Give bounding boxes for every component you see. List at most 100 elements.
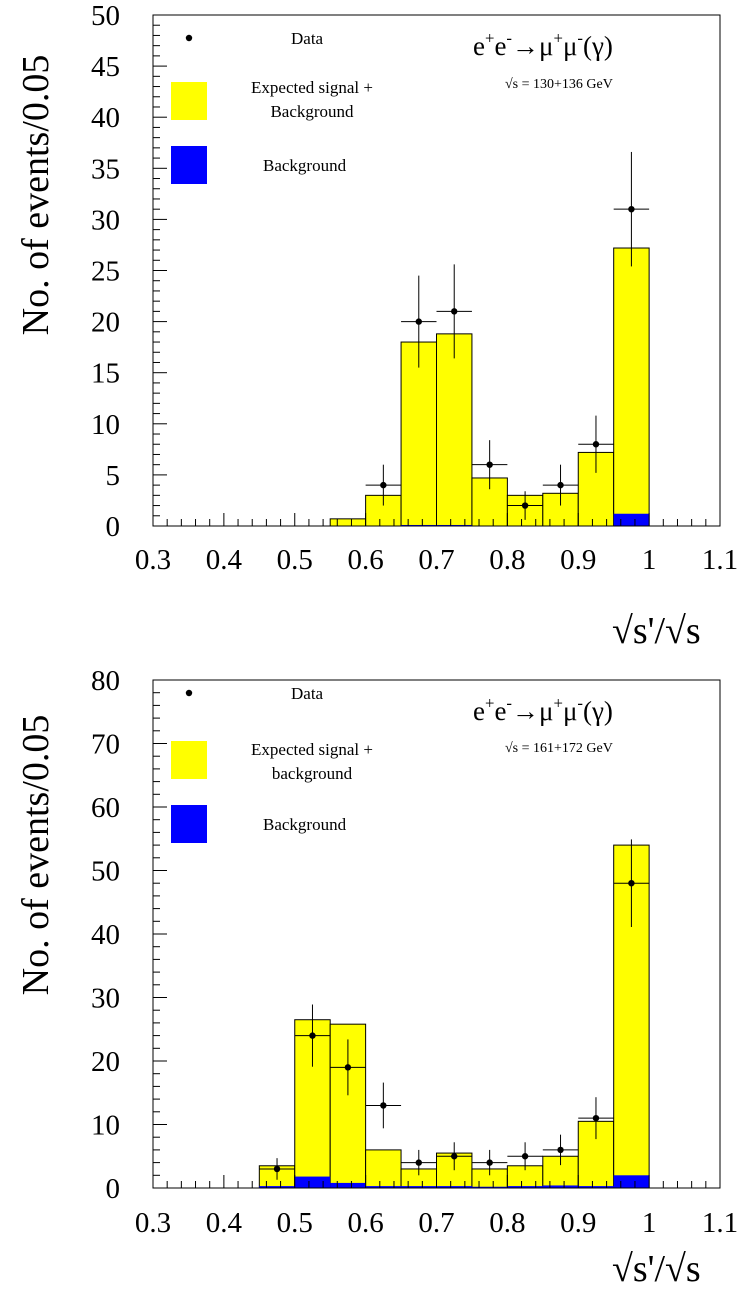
x-tick-label: 0.5: [277, 1207, 313, 1239]
process-label: e+e-→μ+μ-(γ): [473, 29, 613, 61]
data-point: [557, 481, 564, 489]
legend-data-marker: [185, 34, 193, 42]
y-tick-label: 20: [91, 1046, 120, 1078]
data-point: [309, 1032, 316, 1039]
y-tick-label: 5: [106, 460, 121, 492]
chart-panel-1: 0.3 0.4 0.5 0.6 0.7 0.8 0.9 1 1.1 0 5 10 15 20 25 30 35 4…: [15, 0, 738, 652]
background-bar: [613, 1175, 650, 1188]
background-bar: [401, 524, 437, 526]
y-tick-label: 0: [106, 511, 121, 543]
process-label: e+e-→μ+μ-(γ): [473, 694, 613, 726]
x-tick-label: 1.1: [702, 1207, 738, 1239]
y-tick-label: 40: [91, 102, 120, 134]
data-point: [628, 880, 635, 887]
data-point: [273, 1165, 281, 1173]
x-tick-label: 0.4: [206, 544, 243, 576]
data-point: [451, 308, 458, 315]
background-bar: [471, 1186, 508, 1188]
signal-bar: [329, 518, 367, 527]
x-tick-label: 0.7: [418, 544, 454, 576]
background-bar: [436, 1186, 472, 1188]
y-tick-label: 30: [91, 204, 120, 236]
x-tick-label: 1.1: [702, 544, 738, 576]
legend-signal-swatch: [171, 82, 207, 120]
data-point: [451, 1153, 458, 1160]
energy-label: √s = 161+172 GeV: [505, 741, 613, 756]
x-tick-label: 0.5: [277, 544, 313, 576]
x-tick-label: 0.8: [489, 1207, 525, 1239]
y-tick-label: 40: [91, 919, 120, 951]
data-point: [557, 1146, 564, 1154]
y-tick-label: 45: [91, 51, 120, 83]
legend-background-swatch: [171, 146, 207, 184]
x-tick-label: 0.6: [348, 1207, 384, 1239]
legend-background-label: Background: [263, 156, 347, 175]
x-tick-label: 0.6: [348, 544, 384, 576]
x-tick-label: 0.3: [135, 1207, 171, 1239]
data-point: [486, 461, 493, 468]
data-point: [344, 1064, 352, 1071]
y-tick-label: 50: [91, 0, 120, 32]
legend-signal-label-line1: Expected signal +: [251, 740, 373, 759]
x-axis-title: √s'/√s: [612, 610, 701, 652]
x-tick-label: 0.8: [489, 544, 525, 576]
signal-bar: [400, 341, 437, 527]
y-axis-title: No. of events/0.05: [15, 55, 57, 336]
data-point: [521, 1153, 529, 1160]
x-tick-label: 0.4: [206, 1207, 243, 1239]
signal-bar: [365, 1149, 402, 1189]
background-bar: [365, 1186, 402, 1188]
data-point: [592, 1114, 600, 1122]
y-axis-title: No. of events/0.05: [15, 715, 57, 996]
x-axis-title: √s'/√s: [612, 1248, 701, 1290]
data-point: [415, 1159, 422, 1166]
legend-background-swatch: [171, 805, 207, 843]
y-tick-label: 10: [91, 409, 120, 441]
y-tick-label: 25: [91, 256, 120, 288]
legend-data-label: Data: [291, 684, 324, 703]
data-point: [380, 481, 387, 489]
x-tick-label: 0.9: [560, 544, 596, 576]
y-tick-label: 70: [91, 729, 120, 761]
x-tick-label: 0.3: [135, 544, 171, 576]
y-tick-label: 15: [91, 358, 120, 390]
y-tick-label: 10: [91, 1110, 120, 1142]
x-tick-label: 0.9: [560, 1207, 596, 1239]
x-tick-label: 1: [642, 1207, 657, 1239]
chart-panel-2: 0.3 0.4 0.5 0.6 0.7 0.8 0.9 1 1.1 0 10 20 30 40 50 60 70…: [15, 665, 738, 1290]
y-tick-label: 20: [91, 307, 120, 339]
legend-data-marker: [185, 689, 193, 697]
data-point: [486, 1159, 493, 1166]
y-tick-label: 60: [91, 792, 120, 824]
legend-signal-label-line2: background: [272, 764, 353, 783]
background-bar: [613, 513, 650, 526]
y-tick-label: 30: [91, 983, 120, 1015]
legend-signal-label-line1: Expected signal +: [251, 78, 373, 97]
data-point: [380, 1102, 387, 1109]
energy-label: √s = 130+136 GeV: [505, 77, 613, 92]
background-bar: [542, 1185, 579, 1188]
data-point: [521, 502, 529, 509]
x-tick-label: 0.7: [418, 1207, 454, 1239]
legend-data-label: Data: [291, 29, 324, 48]
background-bar: [330, 1182, 366, 1188]
y-tick-label: 35: [91, 153, 120, 185]
signal-bar: [436, 1152, 473, 1189]
legend-background-label: Background: [263, 815, 347, 834]
y-tick-label: 80: [91, 665, 120, 697]
data-point: [415, 318, 422, 325]
background-bar: [436, 524, 472, 526]
y-tick-label: 0: [106, 1173, 121, 1205]
y-tick-label: 50: [91, 856, 120, 888]
background-bar: [259, 1186, 295, 1188]
signal-bar: [436, 333, 473, 527]
data-point: [628, 205, 635, 213]
background-bar: [507, 1186, 543, 1188]
background-bar: [578, 1186, 614, 1188]
signal-bar: [613, 247, 650, 527]
legend-signal-label-line2: Background: [270, 102, 354, 121]
data-point: [592, 441, 600, 448]
background-bar: [294, 1176, 331, 1188]
x-tick-label: 1: [642, 544, 657, 576]
